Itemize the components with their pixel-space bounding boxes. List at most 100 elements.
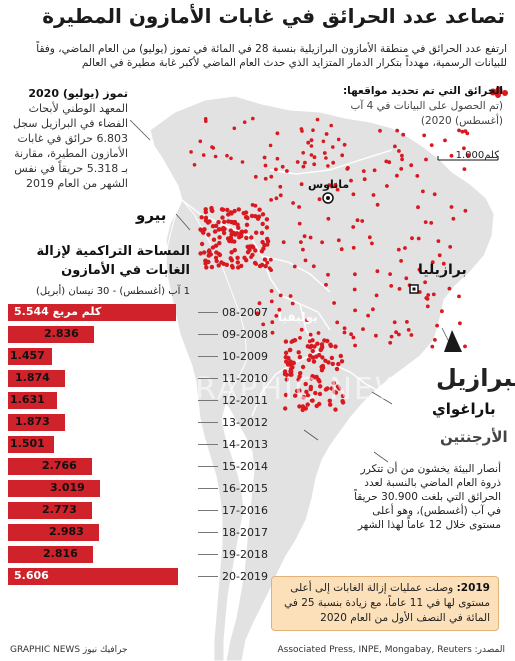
manaus-marker: [322, 192, 334, 204]
fire-dot: [199, 215, 204, 220]
fire-dot: [448, 245, 453, 249]
year-tick: [198, 488, 218, 489]
fire-dot: [321, 139, 326, 144]
fire-dot: [409, 163, 414, 168]
fire-dot: [300, 364, 306, 370]
fire-dot: [226, 219, 231, 224]
fire-dot: [384, 159, 389, 164]
fire-dot: [241, 211, 246, 216]
fire-dot: [309, 138, 314, 143]
fire-dot: [325, 386, 330, 391]
fire-dot: [374, 293, 379, 298]
fire-dot: [297, 404, 302, 409]
fire-dot: [433, 338, 437, 342]
bar-row: 2.836 09-2008: [8, 326, 268, 343]
callout-year: 2019:: [456, 582, 490, 594]
fire-dot: [267, 266, 272, 271]
fire-dot: [417, 267, 422, 272]
fire-dot: [253, 214, 258, 219]
fire-dot: [231, 220, 237, 226]
fire-dot: [269, 299, 274, 304]
bar-year-label: 19-2018: [222, 548, 268, 561]
fire-dot: [225, 236, 231, 241]
bar-row: 3.019 16-2015: [8, 480, 268, 497]
fire-dot: [274, 314, 279, 318]
fire-dot: [297, 388, 302, 393]
year-tick: [198, 312, 218, 313]
fire-dot: [299, 182, 304, 187]
fire-dot: [221, 230, 227, 236]
fire-dot: [297, 205, 301, 209]
bar-value-label: 1.631: [10, 393, 45, 406]
bar-value-label: 2.836: [44, 327, 79, 340]
fire-dot: [277, 307, 282, 312]
fire-dot: [264, 225, 270, 230]
bar-year-label: 10-2009: [222, 350, 268, 363]
fire-dot: [249, 213, 255, 219]
fire-dot: [220, 215, 225, 220]
bar-row: 2.816 19-2018: [8, 546, 268, 563]
year-tick: [198, 532, 218, 533]
fire-dot: [301, 395, 306, 400]
fire-dot: [206, 253, 211, 258]
fire-dot: [305, 318, 309, 322]
fire-dot: [262, 257, 268, 262]
bar: [8, 304, 176, 321]
fire-dot: [249, 255, 254, 259]
bar-value-label: 1.873: [15, 415, 50, 428]
bar: [8, 458, 92, 475]
fire-dot: [421, 189, 425, 194]
fire-dot: [292, 264, 297, 269]
fire-dot: [353, 308, 357, 313]
fire-dot: [288, 294, 293, 298]
fire-dot: [268, 257, 273, 262]
fire-dot: [217, 240, 222, 246]
fire-dot: [304, 389, 309, 394]
fire-dot: [351, 225, 356, 229]
fire-dot: [232, 248, 237, 253]
fire-dot: [333, 390, 339, 395]
fire-dot: [211, 146, 216, 150]
fire-dot: [235, 255, 240, 260]
source-credit: المصدر: Associated Press, INPE, Mongabay…: [277, 645, 505, 655]
fire-dot: [249, 235, 254, 240]
fire-dot: [327, 398, 332, 403]
fire-dot: [301, 164, 306, 169]
fire-dot: [283, 339, 289, 344]
fire-dot: [211, 237, 217, 242]
label-paraguay: باراغواي: [432, 400, 496, 418]
bar-chart-subtitle: 1 آب (أغسطس) - 30 نيسان (أبريل): [35, 286, 190, 297]
fire-dot: [214, 250, 219, 255]
bar-year-label: 09-2008: [222, 328, 268, 341]
label-manaus: ماناوس: [308, 178, 350, 191]
fire-dot: [259, 249, 264, 254]
fire-dot: [199, 241, 205, 247]
fire-dot: [298, 336, 302, 340]
fire-dot: [253, 174, 258, 179]
year-tick: [198, 554, 218, 555]
fire-dot: [250, 203, 255, 207]
fire-dot: [432, 192, 437, 197]
fire-dot: [395, 128, 400, 133]
fire-dot: [430, 260, 435, 265]
label-bolivia: بوليفيا: [278, 310, 318, 324]
fire-dot: [236, 207, 241, 212]
bar: [8, 348, 52, 365]
fire-dot: [296, 350, 301, 355]
fire-dot: [212, 229, 218, 234]
page-title: تصاعد عدد الحرائق في غابات الأمازون المط…: [42, 4, 505, 28]
fire-dot: [349, 332, 353, 337]
year-tick: [198, 400, 218, 401]
fire-dot: [336, 137, 341, 142]
fire-dot: [342, 142, 347, 147]
fire-dot: [319, 346, 324, 351]
fire-dot: [351, 192, 356, 197]
fire-dot: [210, 245, 216, 250]
fire-dot: [308, 353, 313, 358]
fire-dot: [325, 338, 330, 344]
fire-dot: [238, 233, 244, 239]
fire-dot: [422, 133, 427, 138]
fire-dot: [288, 372, 293, 377]
fire-dot: [463, 208, 468, 213]
